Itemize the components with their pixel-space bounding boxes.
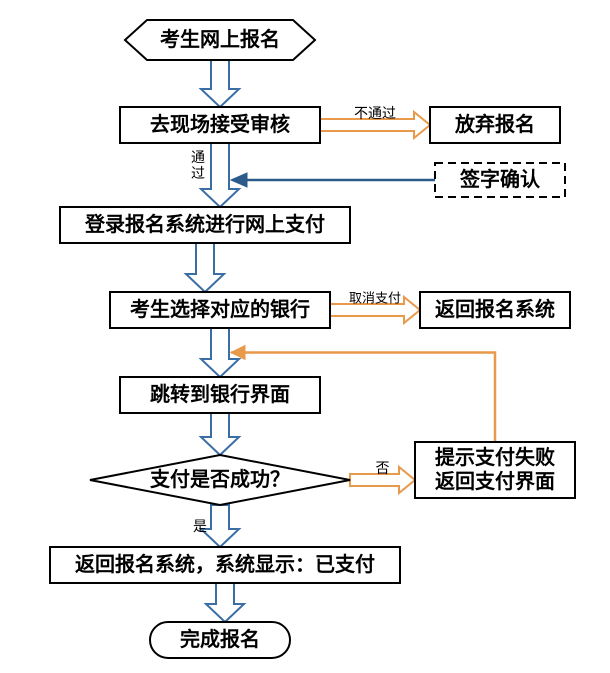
arrow-start-review — [201, 60, 239, 107]
abandon: 放弃报名 — [430, 107, 560, 143]
back_sys-label: 返回报名系统 — [435, 297, 555, 321]
abandon-label: 放弃报名 — [454, 112, 535, 136]
decision: 支付是否成功？ — [90, 455, 350, 505]
end-label: 完成报名 — [180, 627, 260, 651]
review-label: 去现场接受审核 — [150, 112, 290, 136]
arrow-review-login — [201, 143, 239, 207]
arrow-paid-end — [206, 583, 244, 622]
arrow-bankpage-decision — [201, 413, 239, 455]
arrow-fail-loop-head — [231, 346, 245, 360]
back_sys: 返回报名系统 — [420, 292, 570, 328]
decision-label: 支付是否成功？ — [150, 467, 290, 491]
paid: 返回报名系统，系统显示：已支付 — [50, 547, 400, 583]
start-label: 考生网上报名 — [160, 27, 280, 51]
bankpage: 跳转到银行界面 — [120, 377, 320, 413]
label-yes: 是 — [193, 518, 207, 534]
end: 完成报名 — [150, 622, 290, 658]
paid-label: 返回报名系统，系统显示：已支付 — [75, 552, 375, 576]
sign: 签字确认 — [435, 163, 565, 197]
fail-label-1: 返回支付界面 — [435, 469, 555, 493]
arrow-sign-back-head — [231, 173, 247, 187]
fail-label-0: 提示支付失败 — [435, 445, 555, 469]
label-fail-review: 不通过 — [354, 105, 396, 121]
label-pass-1: 通 — [191, 149, 205, 165]
bank: 考生选择对应的银行 — [110, 292, 330, 328]
fail: 提示支付失败返回支付界面 — [415, 442, 575, 498]
review: 去现场接受审核 — [120, 107, 320, 143]
label-cancel-pay: 取消支付 — [349, 291, 401, 306]
flowchart: 考生网上报名去现场接受审核 放弃报名签字确认登录报名系统进行网上支付考生选择对应的… — [0, 0, 610, 673]
start: 考生网上报名 — [125, 20, 315, 60]
label-no: 否 — [376, 460, 390, 476]
bank-label: 考生选择对应的银行 — [130, 297, 310, 321]
arrow-login-bank — [186, 243, 224, 292]
bankpage-label: 跳转到银行界面 — [150, 382, 290, 406]
label-pass-2: 过 — [191, 165, 205, 181]
login: 登录报名系统进行网上支付 — [60, 207, 350, 243]
login-label: 登录报名系统进行网上支付 — [84, 212, 325, 236]
sign-label: 签字确认 — [459, 167, 541, 191]
